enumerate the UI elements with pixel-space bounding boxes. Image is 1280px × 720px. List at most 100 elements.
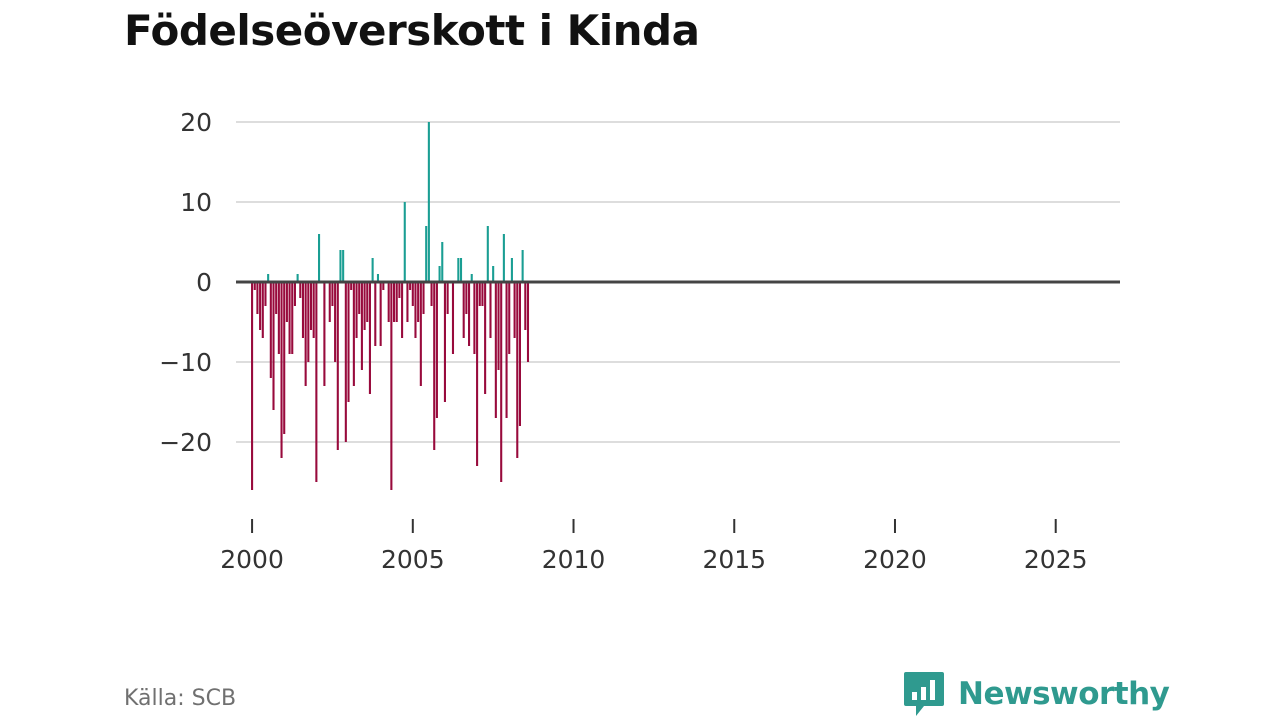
chart-title: Födelseöverskott i Kinda — [124, 6, 700, 55]
bar — [489, 282, 492, 338]
bar — [334, 282, 337, 362]
bar — [470, 274, 473, 282]
bar — [344, 282, 347, 442]
bar — [366, 282, 369, 322]
source-label: Källa: SCB — [124, 686, 237, 711]
bar — [355, 282, 358, 338]
bar — [422, 282, 425, 314]
bar — [465, 282, 468, 314]
bar — [256, 282, 259, 314]
bar — [468, 282, 471, 346]
bar — [430, 282, 433, 306]
bar — [301, 282, 305, 338]
bar — [414, 282, 417, 338]
bar — [336, 282, 339, 450]
bar — [505, 282, 508, 418]
bar — [508, 282, 511, 354]
x-tick-label: 2005 — [381, 545, 445, 574]
bar — [296, 274, 299, 282]
bar — [277, 282, 280, 354]
x-tick-label: 2015 — [702, 545, 766, 574]
bar — [323, 282, 326, 386]
bar — [293, 282, 296, 306]
y-tick-label: 0 — [196, 268, 212, 297]
bar — [484, 282, 487, 394]
y-tick-label: 10 — [180, 188, 212, 217]
bar — [451, 282, 455, 354]
bar — [259, 282, 262, 330]
bar — [371, 258, 374, 282]
x-tick-label: 2010 — [542, 545, 606, 574]
bar — [307, 282, 310, 362]
bar — [513, 282, 516, 338]
bar — [261, 282, 264, 338]
bar — [390, 282, 393, 490]
bar — [374, 282, 377, 346]
bar — [291, 282, 294, 354]
x-tick-label: 2025 — [1024, 545, 1088, 574]
bar — [398, 282, 401, 298]
grid-layer — [236, 121, 1120, 443]
bar — [401, 282, 404, 338]
bar — [251, 282, 254, 490]
bar — [476, 282, 479, 466]
bar — [473, 282, 476, 354]
bar — [494, 282, 497, 418]
bar — [411, 282, 414, 306]
bar — [312, 282, 315, 338]
bar — [441, 242, 444, 282]
brand-name: Newsworthy — [958, 676, 1170, 712]
bar — [272, 282, 275, 410]
bars-layer — [251, 122, 530, 490]
bar — [331, 282, 334, 306]
bar — [443, 282, 446, 402]
bar — [376, 274, 380, 282]
bar — [486, 226, 489, 282]
bar — [518, 282, 521, 426]
bar — [299, 282, 302, 298]
bar — [524, 282, 527, 330]
bar — [438, 266, 441, 282]
bar — [516, 282, 519, 458]
bar — [481, 282, 484, 306]
bar — [395, 282, 398, 322]
bar — [382, 282, 385, 290]
bar — [433, 282, 436, 450]
bar — [521, 250, 524, 282]
bar — [360, 282, 363, 370]
bar — [457, 258, 460, 282]
bar — [427, 122, 430, 282]
bar — [478, 282, 481, 306]
bar — [280, 282, 283, 458]
y-tick-label: 20 — [180, 108, 212, 137]
bar — [309, 282, 313, 330]
bar — [275, 282, 278, 314]
bar — [409, 282, 412, 290]
bar — [419, 282, 422, 386]
bar — [425, 226, 428, 282]
bar — [393, 282, 396, 322]
bar — [288, 282, 291, 354]
bar — [328, 282, 331, 322]
bar — [283, 282, 286, 434]
bar — [253, 282, 256, 290]
bar — [269, 282, 272, 378]
bar — [285, 282, 288, 322]
bar — [526, 282, 530, 362]
bar — [502, 234, 505, 282]
bar — [492, 266, 495, 282]
y-tick-label: −10 — [159, 348, 212, 377]
bar — [435, 282, 438, 418]
y-tick-label: −20 — [159, 428, 212, 457]
bar — [339, 250, 342, 282]
x-tick-label: 2020 — [863, 545, 927, 574]
bar — [304, 282, 307, 386]
bar — [446, 282, 449, 314]
bar — [379, 282, 382, 346]
bar — [317, 234, 321, 282]
bar — [267, 274, 270, 282]
bar — [497, 282, 500, 370]
bar — [417, 282, 420, 322]
bar — [387, 282, 390, 322]
